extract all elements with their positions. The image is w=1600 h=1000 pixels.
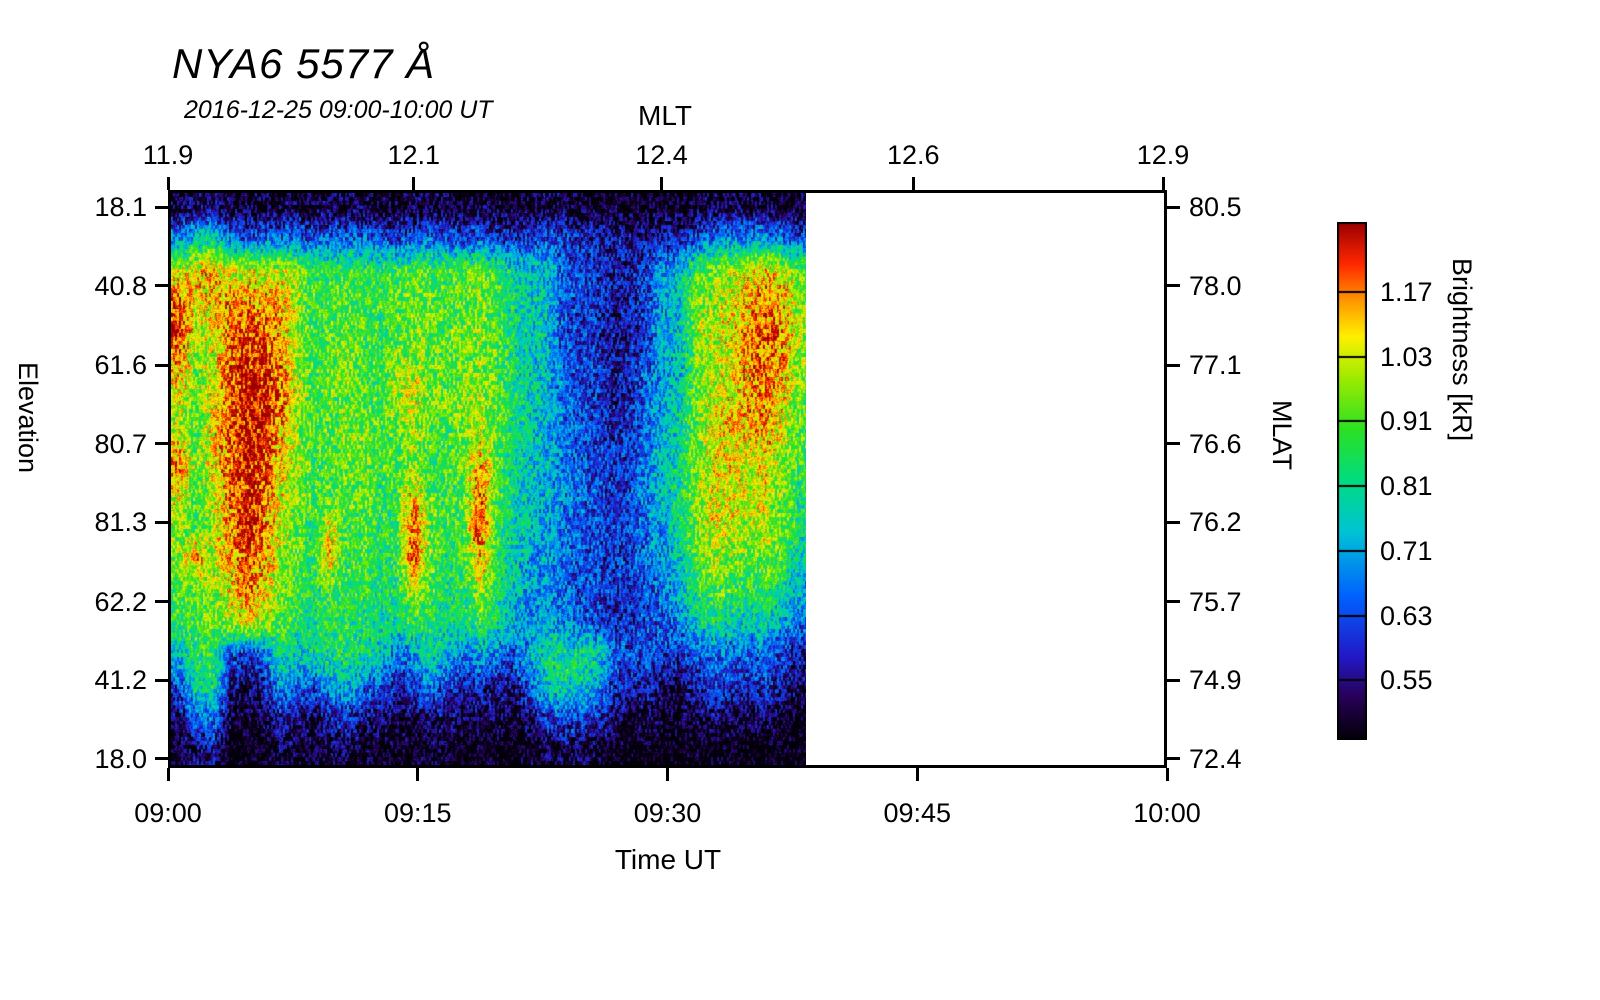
bottom-axis-label: Time UT — [614, 844, 722, 875]
colorbar-tick-label: 0.71 — [1380, 535, 1433, 566]
top-axis-tick — [166, 177, 170, 190]
left-axis-tick-label: 18.1 — [94, 192, 147, 223]
left-axis-tick — [155, 757, 168, 761]
right-axis-tick-label: 78.0 — [1189, 270, 1242, 301]
right-axis-tick — [1167, 757, 1180, 761]
plot-frame — [168, 190, 1167, 768]
left-axis-tick — [155, 205, 168, 209]
right-axis-tick-label: 77.1 — [1189, 350, 1242, 381]
right-axis-tick — [1167, 363, 1180, 367]
colorbar-tick-label: 0.55 — [1380, 665, 1433, 696]
bottom-axis-tick-label: 09:15 — [383, 798, 452, 828]
right-axis-tick — [1167, 284, 1180, 288]
right-axis-tick-label: 74.9 — [1189, 665, 1242, 696]
top-axis-tick-label: 11.9 — [142, 140, 194, 170]
top-axis-tick-label: 12.4 — [635, 140, 688, 170]
colorbar-tick-label: 0.91 — [1380, 406, 1433, 437]
left-axis-tick-label: 41.2 — [94, 665, 147, 696]
bottom-axis-tick-label: 09:45 — [883, 798, 952, 828]
left-axis-tick-label: 18.0 — [94, 743, 147, 774]
top-axis-tick — [911, 177, 915, 190]
bottom-axis-tick-label: 09:00 — [134, 798, 202, 828]
right-axis-tick-label: 72.4 — [1189, 743, 1242, 774]
left-axis-tick — [155, 678, 168, 682]
top-axis-tick-label: 12.1 — [387, 140, 441, 170]
bottom-axis-tick — [915, 768, 919, 781]
left-axis-tick-label: 81.3 — [94, 507, 147, 538]
left-axis-tick — [155, 600, 168, 604]
left-axis-tick-label: 80.7 — [94, 428, 147, 459]
bottom-axis-tick-label: 10:00 — [1133, 798, 1201, 828]
keogram-heatmap — [171, 193, 806, 765]
left-axis-tick — [155, 284, 168, 288]
top-axis-tick-label: 12.6 — [886, 140, 940, 170]
left-axis-tick — [155, 520, 168, 524]
right-axis-tick — [1167, 678, 1180, 682]
right-axis-tick — [1167, 205, 1180, 209]
colorbar — [1337, 222, 1367, 740]
right-axis-tick-label: 76.6 — [1189, 428, 1242, 459]
right-axis-tick — [1167, 600, 1180, 604]
bottom-axis-tick — [666, 768, 669, 781]
bottom-axis-tick — [166, 768, 170, 781]
colorbar-tick-label: 0.63 — [1380, 600, 1433, 631]
bottom-axis-tick — [416, 768, 420, 781]
colorbar-tick-label: 1.17 — [1380, 276, 1433, 307]
colorbar-label: Brightness [kR] — [1447, 258, 1477, 442]
left-axis-tick-label: 40.8 — [94, 270, 147, 301]
right-axis-tick — [1167, 442, 1180, 446]
left-axis-label: Elevation — [13, 362, 43, 474]
left-axis-tick — [155, 442, 168, 446]
top-axis-label: MLT — [638, 100, 692, 131]
right-axis-tick-label: 76.2 — [1189, 507, 1242, 538]
bottom-axis-tick — [1165, 768, 1169, 781]
top-axis-tick — [1161, 177, 1165, 190]
left-axis-tick-label: 61.6 — [94, 350, 147, 381]
bottom-axis-tick-label: 09:30 — [633, 798, 702, 828]
colorbar-tick-label: 1.03 — [1380, 341, 1433, 372]
right-axis-tick-label: 80.5 — [1189, 192, 1242, 223]
plot-title: NYA6 5577 Å — [172, 40, 436, 87]
left-axis-tick-label: 62.2 — [94, 586, 147, 617]
left-axis-tick — [155, 363, 168, 367]
top-axis-tick-label: 12.9 — [1136, 140, 1190, 170]
top-axis-tick — [412, 177, 416, 190]
top-axis-tick — [660, 177, 663, 190]
plot-subtitle: 2016-12-25 09:00-10:00 UT — [184, 96, 493, 124]
right-axis-tick-label: 75.7 — [1189, 586, 1242, 617]
colorbar-tick-label: 0.81 — [1380, 471, 1433, 502]
right-axis-label: MLAT — [1267, 400, 1297, 471]
right-axis-tick — [1167, 520, 1180, 524]
